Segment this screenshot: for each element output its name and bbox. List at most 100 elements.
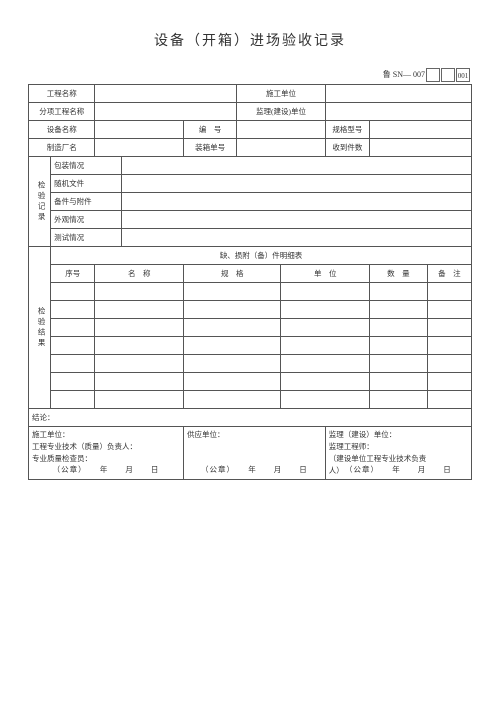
label-construction-unit: 施工单位 [237, 85, 326, 103]
field-packing-no[interactable] [237, 139, 326, 157]
cell[interactable] [51, 355, 95, 373]
field-equipment-name[interactable] [95, 121, 184, 139]
field-appearance[interactable] [122, 211, 472, 229]
col-unit: 单 位 [281, 265, 370, 283]
cell[interactable] [95, 337, 184, 355]
form-code-row: 鲁 SN— 007 001 [28, 68, 472, 82]
field-spares[interactable] [122, 193, 472, 211]
conclusion-label: 结论： [32, 413, 55, 422]
label-spec: 规格型号 [325, 121, 369, 139]
cell[interactable] [184, 301, 281, 319]
table-row: 检验记录 包装情况 [29, 157, 472, 175]
cell[interactable] [51, 283, 95, 301]
cell[interactable] [281, 319, 370, 337]
table-row [29, 319, 472, 337]
cell[interactable] [281, 283, 370, 301]
cell[interactable] [370, 301, 428, 319]
label-supervision-unit: 监理(建设)单位 [237, 103, 326, 121]
cell[interactable] [184, 391, 281, 409]
table-row: 序号 名 称 规 格 单 位 数 量 备 注 [29, 265, 472, 283]
label-test: 测试情况 [51, 229, 122, 247]
cell[interactable] [184, 337, 281, 355]
table-row: 检验结果 缺、损附（备）件明细表 [29, 247, 472, 265]
table-row [29, 391, 472, 409]
cell[interactable] [95, 373, 184, 391]
cell[interactable] [184, 373, 281, 391]
cell[interactable] [95, 301, 184, 319]
sig-supervision[interactable]: 监理（建设）单位： 监理工程师： （建设单位工程专业技术负责 人） （公章） 年… [325, 427, 471, 480]
cell[interactable] [51, 337, 95, 355]
cell[interactable] [51, 373, 95, 391]
form-code-prefix: 鲁 SN— 007 [383, 70, 425, 79]
sig-line: 施工单位： [32, 429, 180, 441]
field-project-name[interactable] [95, 85, 237, 103]
cell[interactable] [427, 337, 471, 355]
table-row: 外观情况 [29, 211, 472, 229]
sig-line: 监理（建设）单位： [329, 429, 468, 441]
label-equipment-name: 设备名称 [29, 121, 95, 139]
cell[interactable] [427, 319, 471, 337]
field-supervision-unit[interactable] [325, 103, 471, 121]
table-row: 随机文件 [29, 175, 472, 193]
cell[interactable] [95, 355, 184, 373]
label-packing-no: 装箱单号 [184, 139, 237, 157]
cell[interactable] [184, 319, 281, 337]
field-qty-received[interactable] [370, 139, 472, 157]
field-subproject[interactable] [95, 103, 237, 121]
cell[interactable] [51, 391, 95, 409]
label-docs: 随机文件 [51, 175, 122, 193]
table-row [29, 301, 472, 319]
field-manufacturer[interactable] [95, 139, 184, 157]
cell[interactable] [370, 337, 428, 355]
cell[interactable] [281, 373, 370, 391]
field-packing-cond[interactable] [122, 157, 472, 175]
cell[interactable] [95, 283, 184, 301]
cell[interactable] [51, 301, 95, 319]
field-spec[interactable] [370, 121, 472, 139]
cell[interactable] [95, 391, 184, 409]
code-box [441, 68, 455, 82]
cell[interactable] [184, 355, 281, 373]
label-number: 编 号 [184, 121, 237, 139]
cell[interactable] [370, 355, 428, 373]
label-appearance: 外观情况 [51, 211, 122, 229]
cell[interactable] [51, 319, 95, 337]
field-construction-unit[interactable] [325, 85, 471, 103]
cell[interactable] [95, 319, 184, 337]
col-qty: 数 量 [370, 265, 428, 283]
conclusion-cell[interactable]: 结论： [29, 409, 472, 427]
col-spec: 规 格 [184, 265, 281, 283]
table-row: 结论： [29, 409, 472, 427]
stamp-date: （公章） 年 月 日 [32, 464, 180, 475]
cell[interactable] [281, 391, 370, 409]
stamp-date: （公章） 年 月 日 [329, 464, 468, 475]
cell[interactable] [184, 283, 281, 301]
sig-construction[interactable]: 施工单位： 工程专业技术（质量）负责人： 专业质量检查员： （公章） 年 月 日 [29, 427, 184, 480]
label-packing-cond: 包装情况 [51, 157, 122, 175]
cell[interactable] [427, 391, 471, 409]
sig-supplier[interactable]: 供应单位： （公章） 年 月 日 [184, 427, 326, 480]
table-row: 测试情况 [29, 229, 472, 247]
cell[interactable] [370, 319, 428, 337]
sig-line: 监理工程师： [329, 441, 468, 453]
label-qty-received: 收到件数 [325, 139, 369, 157]
cell[interactable] [427, 283, 471, 301]
cell[interactable] [427, 355, 471, 373]
cell[interactable] [281, 337, 370, 355]
cell[interactable] [370, 373, 428, 391]
cell[interactable] [370, 283, 428, 301]
table-row [29, 283, 472, 301]
field-docs[interactable] [122, 175, 472, 193]
sig-line: 供应单位： [187, 429, 322, 441]
field-number[interactable] [237, 121, 326, 139]
label-project-name: 工程名称 [29, 85, 95, 103]
label-inspection-result: 检验结果 [29, 247, 51, 409]
cell[interactable] [427, 373, 471, 391]
cell[interactable] [281, 301, 370, 319]
cell[interactable] [427, 301, 471, 319]
label-subproject: 分项工程名称 [29, 103, 95, 121]
col-remark: 备 注 [427, 265, 471, 283]
cell[interactable] [370, 391, 428, 409]
cell[interactable] [281, 355, 370, 373]
field-test[interactable] [122, 229, 472, 247]
